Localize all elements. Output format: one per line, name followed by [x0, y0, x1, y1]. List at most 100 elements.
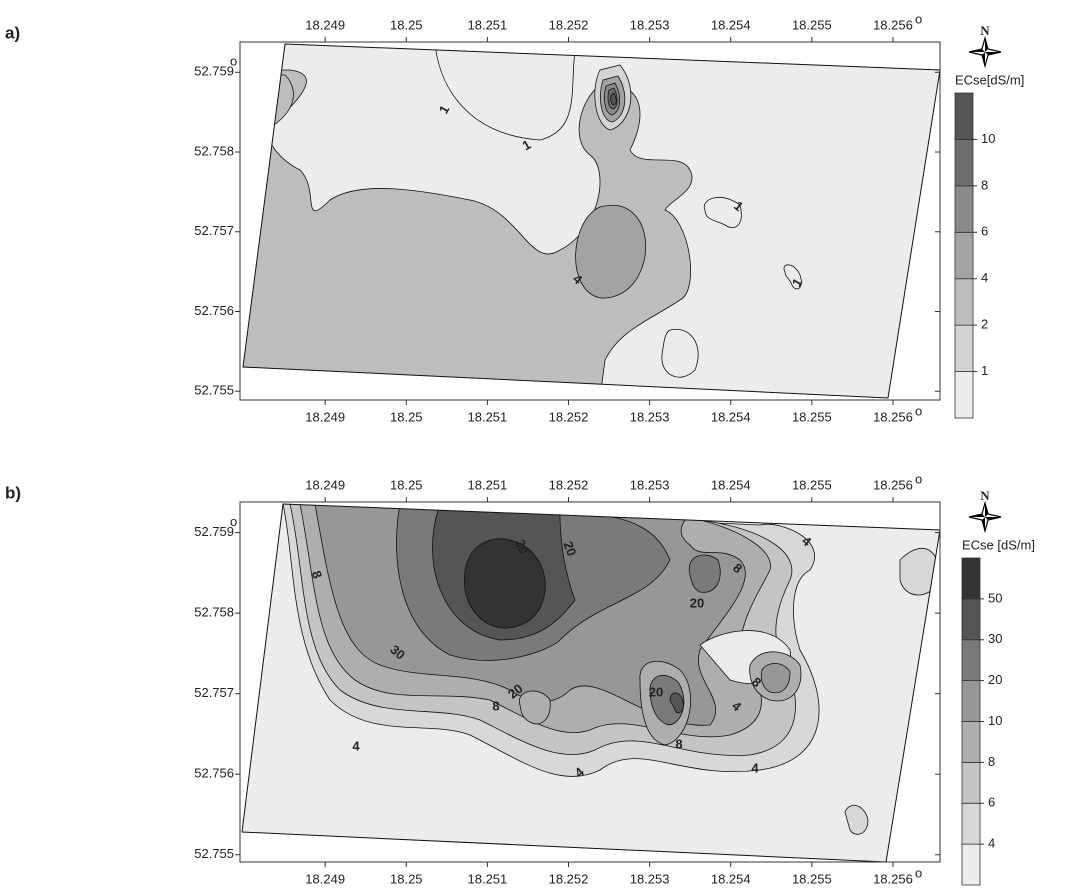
- legend-swatch: [961, 598, 981, 641]
- x-tick-label: 18.251: [468, 17, 508, 32]
- legend-swatch: [961, 802, 981, 845]
- legend-label: 2: [981, 317, 988, 332]
- contour-label: 8: [492, 698, 499, 713]
- y-tick-label: 52.755: [194, 846, 234, 861]
- contour-label: 8: [309, 569, 326, 581]
- legend-title: ECse [dS/m]: [962, 537, 1035, 552]
- x-tick-label: 18.25: [390, 17, 423, 32]
- legend-label: 50: [988, 590, 1002, 605]
- x-tick-label: 18.254: [711, 409, 751, 424]
- contour-region: [464, 538, 546, 629]
- compass-label: N: [980, 488, 990, 503]
- contour-label: 4: [352, 738, 360, 753]
- legend-label: 4: [988, 836, 995, 851]
- legend-swatch: [954, 371, 974, 419]
- x-tick-label: 18.251: [468, 409, 508, 424]
- y-tick-label: 52.758: [194, 605, 234, 620]
- contour-region: [610, 92, 617, 106]
- x-tick-label: 18.252: [549, 409, 589, 424]
- legend-label: 30: [988, 631, 1002, 646]
- legend-swatch: [954, 278, 974, 326]
- unit-mark: o: [915, 865, 922, 880]
- x-tick-label: 18.255: [792, 17, 832, 32]
- panel-label: a): [5, 23, 20, 42]
- x-tick-label: 18.25: [390, 409, 423, 424]
- legend-label: 1: [981, 363, 988, 378]
- x-tick-label: 18.249: [305, 477, 345, 492]
- legend-label: 20: [988, 672, 1002, 687]
- legend-title: ECse[dS/m]: [955, 72, 1024, 87]
- compass: [969, 503, 1001, 531]
- contour-region: [519, 690, 551, 725]
- x-tick-label: 18.256: [873, 871, 913, 886]
- legend-swatch: [954, 185, 974, 233]
- legend-swatch: [961, 639, 981, 682]
- x-tick-label: 18.251: [468, 477, 508, 492]
- x-tick-label: 18.256: [873, 409, 913, 424]
- x-tick-label: 18.253: [630, 871, 670, 886]
- x-tick-label: 18.253: [630, 17, 670, 32]
- legend-label: 4: [981, 270, 988, 285]
- legend-swatch: [954, 139, 974, 187]
- contour-region: [575, 204, 647, 299]
- legend-label: 10: [981, 131, 995, 146]
- legend-swatch: [954, 324, 974, 372]
- contour-region: [649, 674, 685, 726]
- x-tick-label: 18.25: [390, 477, 423, 492]
- legend-swatch: [961, 843, 981, 886]
- contour-region: [760, 663, 791, 694]
- legend-label: 6: [981, 224, 988, 239]
- x-tick-label: 18.254: [711, 477, 751, 492]
- x-tick-label: 18.249: [305, 409, 345, 424]
- y-tick-label: 52.759: [194, 524, 234, 539]
- contour-label: 20: [690, 595, 704, 610]
- panel-label: b): [5, 483, 21, 502]
- contour-label: 20: [560, 539, 579, 558]
- unit-mark: o: [915, 403, 922, 418]
- x-tick-label: 18.253: [630, 409, 670, 424]
- y-tick-label: 52.756: [194, 303, 234, 318]
- contour-region: [899, 547, 940, 596]
- x-tick-label: 18.256: [873, 477, 913, 492]
- x-tick-label: 18.249: [305, 17, 345, 32]
- y-tick-label: 52.756: [194, 766, 234, 781]
- x-tick-label: 18.252: [549, 17, 589, 32]
- legend-label: 8: [988, 754, 995, 769]
- contour-region: [661, 328, 699, 378]
- x-tick-label: 18.249: [305, 871, 345, 886]
- unit-mark: o: [230, 54, 237, 69]
- x-tick-label: 18.253: [630, 477, 670, 492]
- contour-label: 8: [675, 736, 682, 751]
- legend-swatch: [961, 721, 981, 763]
- unit-mark: o: [915, 471, 922, 486]
- x-tick-label: 18.251: [468, 871, 508, 886]
- contour-region: [783, 264, 802, 290]
- x-tick-label: 18.255: [792, 477, 832, 492]
- contour-region: [434, 44, 576, 141]
- contour-region: [844, 804, 869, 835]
- legend-label: 8: [981, 177, 988, 192]
- legend-swatch: [961, 557, 981, 600]
- compass: [969, 38, 1001, 66]
- unit-mark: o: [230, 514, 237, 529]
- contour-field: [243, 44, 940, 398]
- contour-region: [688, 554, 721, 593]
- contour-field: [242, 504, 940, 862]
- x-tick-label: 18.25: [390, 871, 423, 886]
- legend-swatch: [954, 231, 974, 280]
- contour-label: 20: [649, 684, 663, 699]
- y-tick-label: 52.757: [194, 223, 234, 238]
- compass-label: N: [980, 23, 990, 38]
- x-tick-label: 18.252: [549, 477, 589, 492]
- x-tick-label: 18.252: [549, 871, 589, 886]
- x-tick-label: 18.254: [711, 17, 751, 32]
- x-tick-label: 18.255: [792, 871, 832, 886]
- x-tick-label: 18.255: [792, 409, 832, 424]
- plot-frame: [239, 41, 941, 401]
- x-tick-label: 18.256: [873, 17, 913, 32]
- legend-swatch: [954, 92, 974, 140]
- legend-label: 10: [988, 713, 1002, 728]
- contour-label: 4: [751, 760, 759, 775]
- contour-label: 30: [512, 537, 531, 556]
